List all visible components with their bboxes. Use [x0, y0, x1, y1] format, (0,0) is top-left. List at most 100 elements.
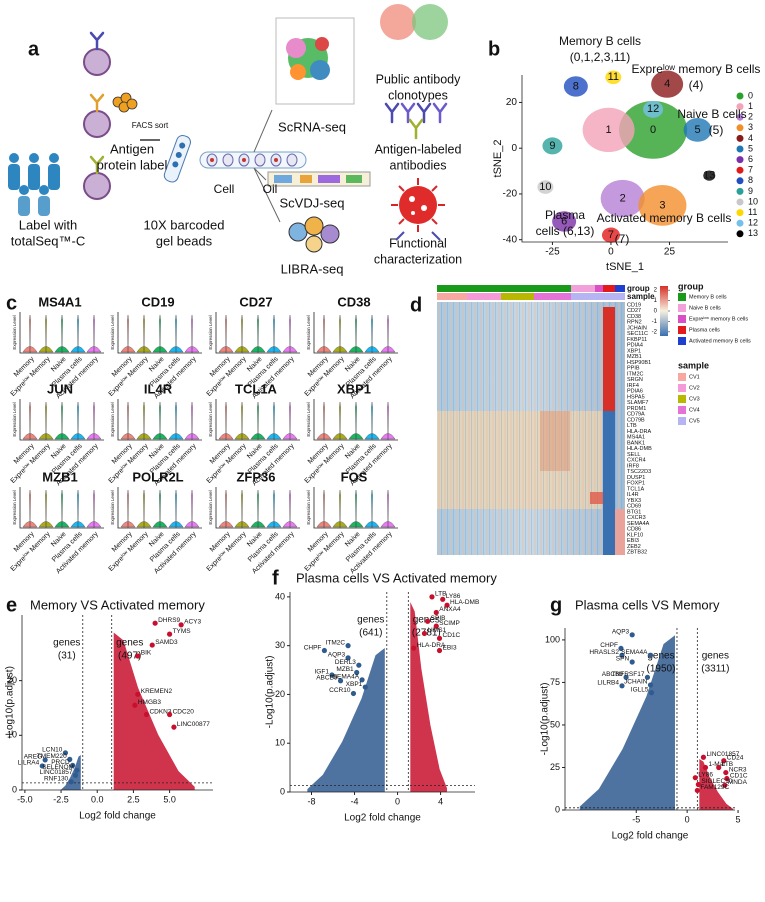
panel-letter: b	[488, 38, 500, 60]
row-label: BANK1	[627, 440, 645, 446]
cluster-annotation: cells (6,13)	[536, 224, 595, 238]
caption: totalSeq™-C	[11, 233, 85, 248]
row-label: DUSP1	[627, 475, 645, 481]
caption: antibodies	[390, 158, 447, 172]
violin	[316, 489, 332, 529]
color-tick-label: -1	[652, 319, 658, 325]
row-label: FKBP11	[627, 337, 647, 343]
row-label: CD79B	[627, 417, 645, 423]
gene-title: JUN	[47, 381, 73, 396]
gene-label: AQP3	[612, 629, 630, 636]
gene-label: BIK	[141, 650, 152, 657]
violin-axis	[215, 487, 300, 529]
y-tick-label: 0	[280, 786, 285, 796]
gene-point	[74, 767, 80, 773]
legend-swatch	[678, 337, 686, 345]
row-label: HLA-DRA	[627, 429, 651, 435]
cluster	[600, 179, 645, 218]
y-tick-label: 20	[7, 675, 17, 685]
caption: LIBRA-seq	[281, 261, 344, 276]
y-axis-label: Expression Level	[12, 490, 17, 524]
x-axis-label: Log2 fold change	[344, 813, 421, 824]
gene-label: DHRS9	[158, 617, 180, 624]
gene-label: XBP1	[346, 681, 363, 688]
y-tick-label: -20	[503, 189, 518, 200]
legend-label: Activated memory B cells	[689, 338, 751, 344]
gene-point	[143, 711, 150, 718]
legend-swatch	[678, 315, 686, 323]
violin	[332, 401, 348, 441]
y-axis-label: Expression Level	[306, 402, 311, 436]
row-label: CXCR3	[627, 515, 646, 521]
cluster	[643, 100, 664, 118]
violin	[282, 401, 298, 441]
gene-point	[618, 645, 624, 652]
violin	[184, 401, 200, 441]
y-tick-label: 100	[545, 634, 560, 644]
gene-point	[421, 630, 428, 637]
violin	[282, 314, 298, 354]
row-label: RPN2	[627, 320, 642, 326]
cluster-annotation: (7)	[615, 232, 630, 246]
cluster-annotation: Expreˡᵒʷ memory B cells	[632, 62, 761, 76]
y-axis-label: -Log10(p.adjust)	[5, 666, 16, 739]
cluster	[582, 107, 635, 153]
gene-point	[72, 772, 79, 778]
legend-label: Naive B cells	[689, 305, 721, 311]
cluster-label: 6	[561, 215, 567, 227]
cluster-label: 8	[573, 80, 579, 92]
violin	[54, 314, 70, 354]
violin	[152, 489, 168, 529]
violin	[86, 489, 102, 529]
row-label: CD79A	[627, 412, 645, 418]
color-tick-label: 0	[654, 309, 658, 315]
y-axis-label: Expression Level	[208, 315, 213, 349]
legend-label: 3	[748, 122, 753, 132]
row-label: PPIB	[627, 366, 640, 372]
gene-label: TNFRSF17	[612, 671, 645, 678]
gene-label: ABCB9	[316, 674, 338, 681]
cluster	[638, 184, 687, 226]
row-label: PRDM1	[627, 406, 646, 412]
cluster-annotation: Plasma	[545, 208, 585, 222]
violin	[120, 401, 136, 441]
row-label: SELL	[627, 452, 640, 458]
cluster-annotation: Activated memory B cells	[597, 211, 732, 225]
legend-swatch	[736, 209, 744, 217]
y-tick-label: 50	[550, 719, 560, 729]
y-axis-label: -Log10(p.adjust)	[265, 656, 276, 729]
gene-label: CCR10	[329, 687, 351, 694]
gene-title: POLR2L	[132, 469, 183, 484]
row-label: TSC22D3	[627, 469, 651, 475]
x-axis-label: tSNE_1	[606, 261, 644, 273]
legend-swatch	[678, 417, 686, 425]
row-label: BTG1	[627, 509, 641, 515]
caption: protein label	[97, 157, 168, 172]
row-label: XBP1	[627, 348, 641, 354]
gene-count: genes	[116, 638, 143, 649]
gene-label: PRCD	[51, 759, 70, 766]
violin	[168, 489, 184, 529]
gene-point	[166, 711, 173, 718]
y-axis-label: Expression Level	[110, 315, 115, 349]
gene-point	[436, 635, 443, 641]
gene-label: LINC01857	[706, 751, 739, 758]
y-tick-label: 20	[275, 689, 285, 699]
gene-label: SPN	[616, 656, 630, 663]
caption: Label with	[19, 217, 78, 232]
violin	[380, 489, 396, 529]
axis-line	[521, 75, 728, 243]
violin	[54, 401, 70, 441]
y-axis-label: Expression Level	[306, 315, 311, 349]
violin	[38, 314, 54, 354]
gene-point	[694, 787, 700, 794]
y-axis-label: -Log10(p.adjust)	[540, 683, 551, 756]
row-label: ZEB2	[627, 544, 641, 550]
gene-point	[67, 756, 73, 762]
row-label: SRGN	[627, 377, 643, 383]
violin-axis	[117, 487, 202, 529]
violin	[218, 401, 234, 441]
y-tick-label: 75	[550, 677, 560, 687]
violin-axis	[215, 399, 300, 441]
